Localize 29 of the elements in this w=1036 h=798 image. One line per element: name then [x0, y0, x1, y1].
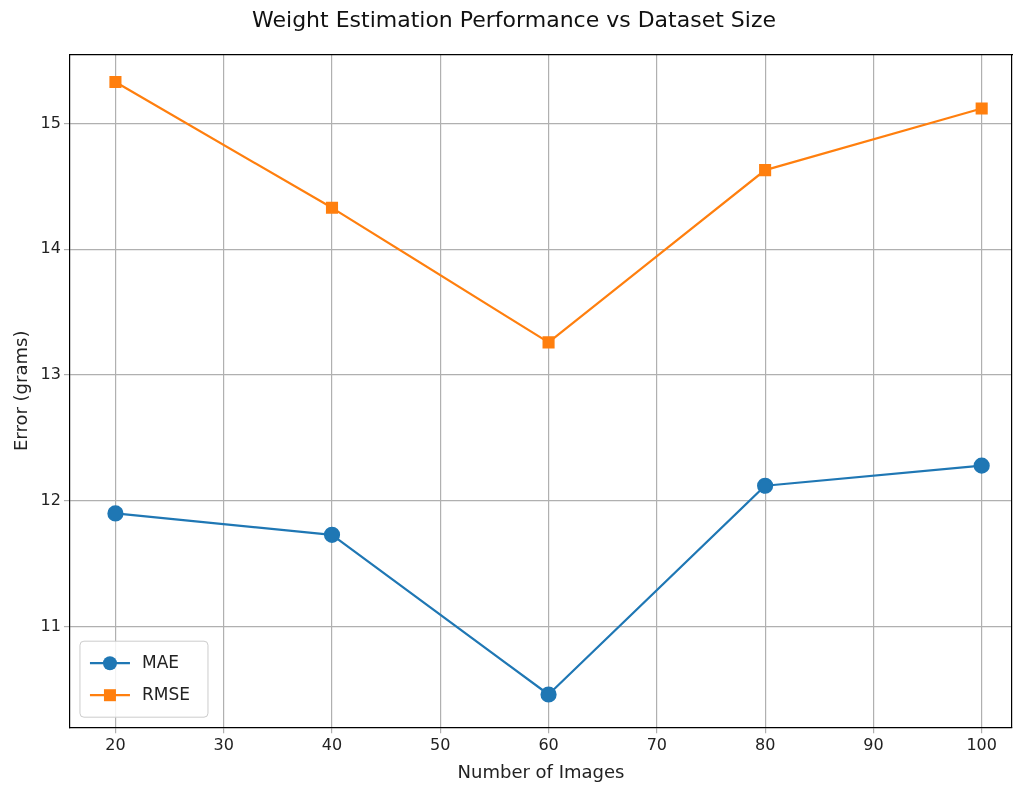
- point: [323, 526, 341, 543]
- y-tick-label: 15: [40, 112, 61, 132]
- y-tick-label: 13: [40, 364, 61, 384]
- point: [325, 201, 339, 214]
- legend-label: RMSE: [141, 683, 190, 704]
- x-tick-label: 60: [538, 734, 559, 754]
- point: [107, 505, 124, 522]
- x-axis-title: Number of Images: [457, 760, 625, 782]
- y-axis-title: Error (grams): [10, 330, 32, 452]
- x-tick-label: 30: [213, 734, 234, 754]
- point: [757, 477, 774, 494]
- x-tick-label: 80: [754, 734, 776, 754]
- point: [975, 102, 988, 115]
- y-tick-label: 11: [40, 615, 61, 635]
- x-tick-label: 40: [321, 734, 343, 754]
- x-tick-label: 70: [646, 734, 668, 754]
- point: [109, 76, 122, 89]
- point: [542, 336, 555, 349]
- x-tick-label: 20: [105, 734, 126, 754]
- point: [759, 164, 772, 177]
- x-tick-label: 90: [863, 734, 884, 754]
- x-tick-label: 100: [966, 734, 997, 754]
- y-tick-label: 14: [40, 238, 61, 258]
- point: [973, 457, 990, 474]
- legend-label: MAE: [141, 651, 180, 672]
- chart-title: Weight Estimation Performance vs Dataset Size: [252, 6, 776, 32]
- point: [540, 686, 557, 703]
- x-tick-label: 50: [430, 734, 451, 754]
- y-tick-label: 12: [40, 489, 61, 509]
